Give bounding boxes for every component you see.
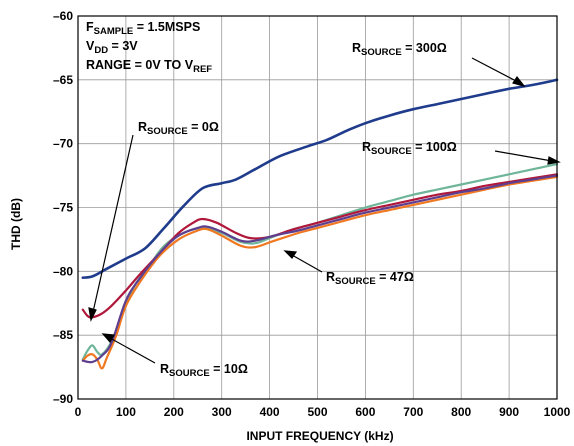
arrow-47-line	[291, 254, 323, 273]
x-tick-labels: 0 100 200 300 400 500 600 700 800 900 1000	[75, 405, 571, 419]
label-rsource-100: RSOURCE = 100Ω	[362, 140, 457, 157]
x-tick-label: 600	[355, 405, 375, 419]
x-tick-label: 300	[212, 405, 232, 419]
series-lines	[81, 78, 559, 370]
x-tick-label: 400	[260, 405, 280, 419]
y-tick-label: –70	[53, 137, 73, 151]
condition-sample-rate: FSAMPLE = 1.5MSPS	[86, 20, 200, 37]
label-rsource-300: RSOURCE = 300Ω	[352, 41, 447, 58]
arrow-0-head	[88, 307, 97, 322]
series-line-0	[81, 78, 559, 279]
x-tick-label: 200	[164, 405, 184, 419]
annotation-arrows	[88, 57, 561, 364]
arrow-47-head	[283, 250, 298, 259]
arrow-300-line	[471, 57, 519, 83]
y-tick-label: –80	[53, 264, 73, 278]
label-rsource-0: RSOURCE = 0Ω	[138, 120, 219, 137]
series-line-3	[81, 175, 559, 370]
x-tick-label: 800	[451, 405, 471, 419]
arrow-100-head	[547, 156, 561, 165]
y-tick-label: –85	[53, 328, 73, 342]
y-tick-label: –65	[53, 73, 73, 87]
x-tick-label: 100	[116, 405, 136, 419]
arrow-10-head	[101, 333, 115, 344]
label-rsource-47: RSOURCE = 47Ω	[326, 270, 414, 287]
y-tick-label: –90	[53, 392, 73, 406]
x-tick-label: 500	[307, 405, 327, 419]
arrow-0-line	[92, 134, 134, 313]
x-tick-label: 0	[75, 405, 82, 419]
series-line-4	[81, 174, 559, 364]
x-tick-label: 1000	[544, 405, 571, 419]
arrow-100-line	[494, 150, 553, 162]
y-tick-label: –60	[53, 9, 73, 23]
arrow-300-head	[512, 75, 526, 88]
gridlines	[78, 16, 557, 399]
arrow-10-line	[109, 337, 156, 364]
plot-frame	[77, 15, 558, 400]
y-axis-title: THD (dB)	[9, 198, 23, 250]
condition-range: RANGE = 0V TO VREF	[86, 58, 212, 75]
x-tick-label: 700	[403, 405, 423, 419]
series-line-2	[81, 173, 559, 319]
y-tick-labels: –60 –65 –70 –75 –80 –85 –90	[53, 9, 73, 406]
x-axis-title: INPUT FREQUENCY (kHz)	[246, 429, 393, 443]
label-rsource-10: RSOURCE = 10Ω	[160, 362, 248, 379]
condition-vdd: VDD = 3V	[86, 39, 138, 56]
x-tick-label: 900	[499, 405, 519, 419]
y-tick-label: –75	[53, 201, 73, 215]
